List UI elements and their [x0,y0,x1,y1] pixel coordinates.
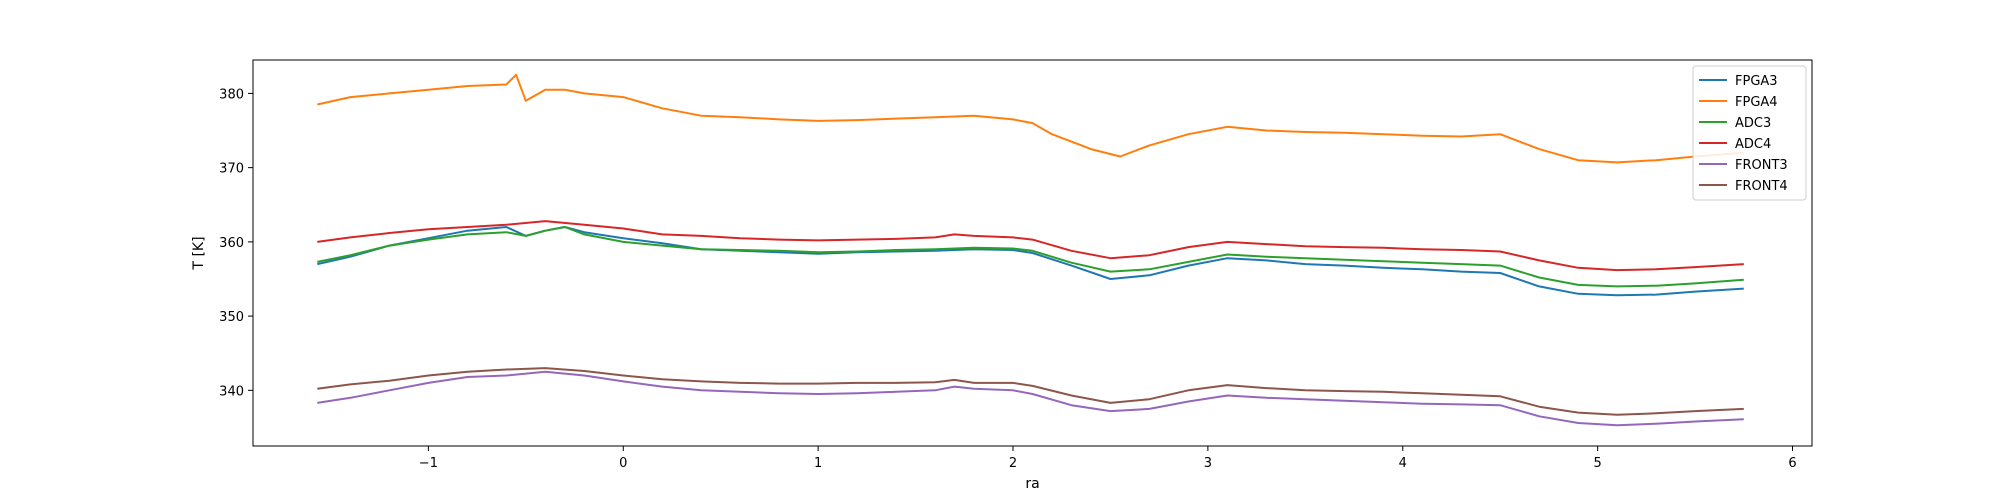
legend-label: FRONT4 [1735,179,1788,194]
y-tick-label: 340 [219,384,244,399]
legend-label: FPGA4 [1735,95,1778,110]
series-line-front4 [317,367,1744,416]
y-axis: 340 350 360 370 380 [219,87,253,399]
series-lines [317,73,1744,427]
y-tick-label: 350 [219,310,244,325]
legend-label: ADC3 [1735,116,1771,131]
x-tick-label: 5 [1593,456,1601,471]
y-tick-label: 380 [219,87,244,102]
series-line-adc4 [317,220,1744,272]
legend: FPGA3 FPGA4 ADC3 ADC4 FRONT3 FRONT4 [1692,65,1807,201]
series-line-adc3 [317,226,1744,288]
legend-box [1692,65,1807,201]
x-axis-label: ra [1025,476,1039,492]
y-tick-label: 360 [219,236,244,251]
x-tick-label: 4 [1399,456,1407,471]
x-tick-label: 3 [1204,456,1212,471]
series-line-fpga3 [317,226,1744,297]
y-tick-label: 370 [219,162,244,177]
x-axis: −1 0 1 2 3 4 5 6 [419,446,1797,471]
legend-label: FRONT3 [1735,158,1788,173]
x-tick-label: 1 [814,456,822,471]
x-tick-label: 6 [1788,456,1796,471]
y-axis-label: T [K] [191,236,207,270]
legend-label: FPGA3 [1735,74,1778,89]
x-tick-label: 0 [619,456,627,471]
legend-label: ADC4 [1735,137,1771,152]
series-line-front3 [317,370,1744,427]
x-tick-label: −1 [419,456,438,471]
x-tick-label: 2 [1009,456,1017,471]
series-line-fpga4 [317,73,1744,164]
plot-frame [252,59,1813,447]
